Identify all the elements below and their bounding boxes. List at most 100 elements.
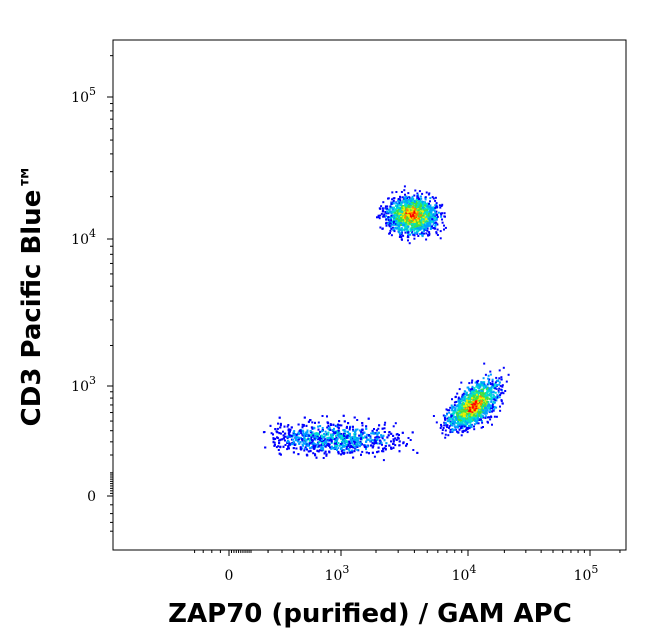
data-point (453, 428, 456, 431)
data-point (470, 381, 473, 384)
data-point (460, 397, 463, 400)
data-point (317, 421, 320, 424)
data-point (313, 427, 316, 430)
data-point (471, 408, 473, 411)
data-point (300, 436, 303, 439)
data-point (400, 236, 403, 238)
data-point (403, 204, 406, 207)
data-point (398, 212, 400, 215)
data-point (414, 203, 417, 205)
data-point (377, 216, 380, 219)
data-point (415, 217, 418, 220)
data-point (472, 416, 475, 419)
data-point (323, 452, 326, 455)
x-tick-label: 105 (574, 563, 599, 584)
data-point (452, 409, 455, 412)
data-point (354, 447, 357, 450)
data-point (332, 437, 334, 440)
data-point (482, 426, 484, 428)
data-point (372, 445, 375, 448)
data-point (349, 438, 352, 441)
data-point (448, 411, 451, 414)
data-point (310, 438, 312, 441)
data-point (390, 440, 392, 443)
data-point (349, 442, 352, 445)
data-point (306, 430, 309, 433)
data-point (284, 439, 286, 442)
data-point (303, 433, 306, 436)
data-point (383, 431, 386, 433)
data-point (309, 450, 312, 453)
data-point (402, 208, 405, 211)
data-point (317, 450, 320, 453)
data-point (389, 225, 392, 228)
data-point (414, 212, 417, 215)
data-point (412, 198, 415, 201)
data-point (374, 440, 377, 442)
data-point (473, 392, 476, 395)
data-point (324, 450, 327, 453)
data-point (384, 211, 387, 213)
data-point (481, 421, 484, 424)
data-point (332, 429, 335, 431)
data-point (338, 424, 341, 427)
data-point (342, 433, 345, 436)
data-point (426, 216, 429, 218)
data-point (473, 409, 476, 412)
data-point (297, 423, 300, 426)
data-point (334, 431, 337, 434)
y-tick-label: 104 (71, 227, 96, 248)
data-point (477, 383, 480, 386)
data-point (502, 392, 505, 395)
data-point (434, 216, 437, 219)
data-point (304, 446, 307, 449)
x-tick-label: 0 (225, 568, 234, 584)
data-point (400, 224, 403, 226)
data-point (441, 212, 444, 215)
data-point (340, 424, 343, 427)
data-point (339, 443, 342, 445)
data-point (311, 421, 314, 424)
data-point (390, 234, 393, 237)
data-point (307, 438, 310, 440)
data-point (398, 450, 401, 453)
data-point (451, 424, 454, 427)
plot-area-frame (112, 39, 627, 551)
data-point (410, 200, 412, 203)
data-point (420, 212, 423, 215)
data-point (456, 417, 459, 419)
data-point (486, 394, 489, 397)
data-point (478, 401, 481, 404)
data-point (417, 217, 420, 220)
data-point (397, 436, 400, 439)
data-point (293, 430, 296, 432)
data-point (479, 385, 482, 388)
data-point (321, 415, 324, 417)
data-point (426, 227, 429, 230)
data-point (411, 228, 414, 231)
data-point (453, 412, 456, 415)
data-point (454, 407, 457, 410)
data-point (492, 409, 495, 412)
data-point (384, 445, 387, 448)
data-point (327, 431, 330, 434)
data-point (329, 429, 332, 431)
data-point (286, 441, 289, 443)
data-point (411, 211, 414, 214)
data-point (443, 224, 445, 227)
data-point (404, 214, 407, 217)
data-point (478, 412, 480, 415)
data-point (403, 189, 406, 192)
data-point (466, 431, 469, 434)
data-point (485, 386, 487, 389)
data-point (458, 428, 461, 431)
data-point (469, 415, 472, 418)
data-point (377, 450, 380, 453)
data-point (481, 391, 484, 394)
data-point (303, 442, 306, 445)
data-point (332, 423, 335, 426)
data-point (418, 200, 421, 203)
data-point (461, 406, 464, 409)
data-point (400, 228, 403, 231)
data-point (398, 215, 401, 218)
